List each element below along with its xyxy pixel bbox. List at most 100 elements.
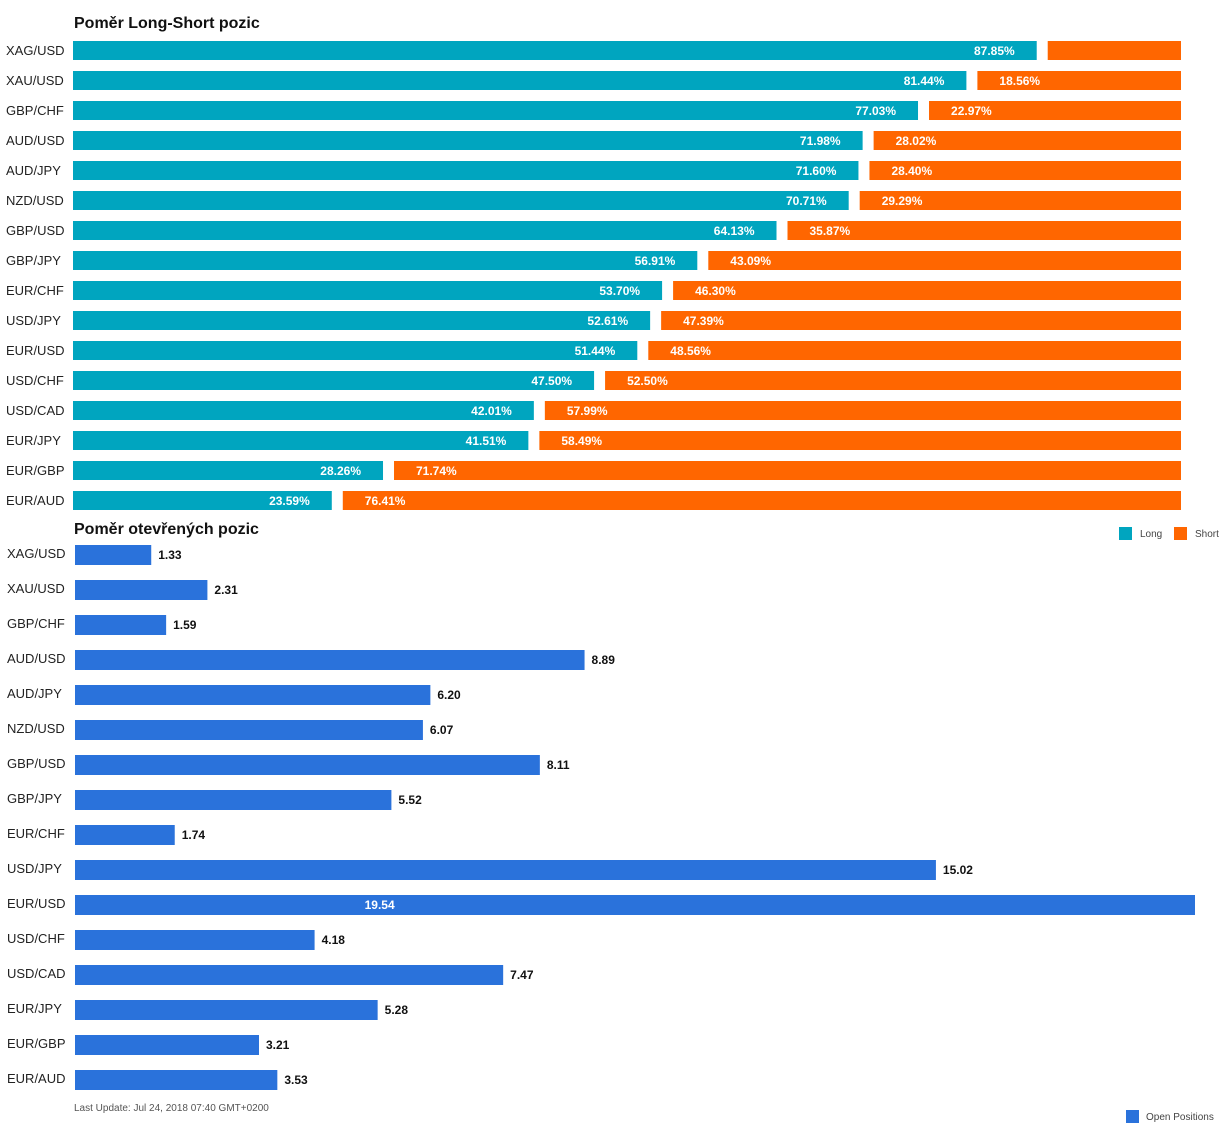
open-positions-bar bbox=[75, 1070, 278, 1090]
short-bar bbox=[708, 251, 1181, 270]
long-bar bbox=[73, 191, 849, 210]
long-short-category-label: EUR/GBP bbox=[6, 463, 65, 478]
open-positions-category-label: EUR/JPY bbox=[7, 1001, 62, 1016]
open-positions-value-label: 2.31 bbox=[214, 583, 238, 597]
long-bar bbox=[73, 101, 919, 120]
open-positions-bar bbox=[75, 790, 392, 810]
long-value-label: 71.60% bbox=[796, 164, 837, 178]
open-positions-value-label: 8.89 bbox=[592, 653, 616, 667]
open-positions-category-label: USD/JPY bbox=[7, 861, 62, 876]
short-value-label: 47.39% bbox=[683, 314, 724, 328]
open-positions-category-label: GBP/JPY bbox=[7, 791, 62, 806]
long-bar bbox=[73, 311, 651, 330]
legend-swatch-short bbox=[1174, 527, 1187, 540]
open-positions-bar bbox=[75, 755, 540, 775]
open-positions-bar bbox=[75, 685, 431, 705]
open-positions-value-label: 15.02 bbox=[943, 863, 973, 877]
long-value-label: 41.51% bbox=[466, 434, 507, 448]
long-short-chart-title: Poměr Long-Short pozic bbox=[74, 15, 260, 32]
long-bar bbox=[73, 41, 1037, 60]
short-bar bbox=[929, 101, 1181, 120]
long-short-category-label: EUR/CHF bbox=[6, 283, 64, 298]
long-bar bbox=[73, 341, 638, 360]
short-value-label: 18.56% bbox=[999, 74, 1040, 88]
long-short-category-label: USD/JPY bbox=[6, 313, 61, 328]
long-short-category-label: USD/CAD bbox=[6, 403, 65, 418]
open-positions-category-label: EUR/GBP bbox=[7, 1036, 66, 1051]
open-positions-bar bbox=[75, 1035, 259, 1055]
long-bar bbox=[73, 251, 698, 270]
long-short-category-label: GBP/CHF bbox=[6, 103, 64, 118]
open-positions-category-label: EUR/AUD bbox=[7, 1071, 66, 1086]
open-positions-category-label: GBP/USD bbox=[7, 756, 66, 771]
open-positions-category-label: EUR/USD bbox=[7, 896, 66, 911]
long-value-label: 42.01% bbox=[471, 404, 512, 418]
short-bar bbox=[394, 461, 1181, 480]
open-positions-category-label: XAU/USD bbox=[7, 581, 65, 596]
short-bar bbox=[605, 371, 1181, 390]
long-bar bbox=[73, 131, 863, 150]
short-value-label: 52.50% bbox=[627, 374, 668, 388]
short-bar bbox=[787, 221, 1181, 240]
short-value-label: 76.41% bbox=[365, 494, 406, 508]
long-bar bbox=[73, 431, 529, 450]
open-positions-value-label: 3.21 bbox=[266, 1038, 290, 1052]
open-positions-bar bbox=[75, 860, 936, 880]
open-positions-bar bbox=[75, 720, 423, 740]
open-positions-value-label: 7.47 bbox=[510, 968, 534, 982]
open-positions-category-label: AUD/JPY bbox=[7, 686, 62, 701]
open-positions-value-label: 1.33 bbox=[158, 548, 182, 562]
open-positions-category-label: XAG/USD bbox=[7, 546, 66, 561]
short-value-label: 28.40% bbox=[891, 164, 932, 178]
long-short-category-label: AUD/USD bbox=[6, 133, 65, 148]
open-positions-value-label: 1.74 bbox=[182, 828, 206, 842]
open-positions-category-label: NZD/USD bbox=[7, 721, 65, 736]
open-positions-value-label: 5.28 bbox=[385, 1003, 409, 1017]
long-short-chart: XAG/USD 87.85% XAU/USD 81.44% 18.56% GBP/CHF 7… bbox=[6, 41, 1181, 510]
long-bar bbox=[73, 161, 859, 180]
short-value-label: 57.99% bbox=[567, 404, 608, 418]
short-bar bbox=[539, 431, 1181, 450]
long-bar bbox=[73, 221, 777, 240]
short-value-label: 58.49% bbox=[561, 434, 602, 448]
short-bar bbox=[869, 161, 1181, 180]
open-positions-value-label: 19.54 bbox=[365, 898, 395, 912]
open-positions-value-label: 6.20 bbox=[437, 688, 461, 702]
long-value-label: 51.44% bbox=[575, 344, 616, 358]
short-bar bbox=[977, 71, 1181, 90]
open-positions-bar bbox=[75, 1000, 378, 1020]
short-bar bbox=[342, 491, 1181, 510]
long-value-label: 56.91% bbox=[635, 254, 676, 268]
open-positions-chart-title: Poměr otevřených pozic bbox=[74, 521, 259, 538]
short-value-label: 46.30% bbox=[695, 284, 736, 298]
short-value-label: 71.74% bbox=[416, 464, 457, 478]
open-positions-bar bbox=[75, 545, 152, 565]
long-value-label: 64.13% bbox=[714, 224, 755, 238]
open-positions-value-label: 6.07 bbox=[430, 723, 454, 737]
open-positions-category-label: USD/CHF bbox=[7, 931, 65, 946]
long-bar bbox=[73, 461, 384, 480]
legend-swatch-long bbox=[1119, 527, 1132, 540]
long-bar bbox=[73, 371, 595, 390]
long-short-category-label: XAU/USD bbox=[6, 73, 64, 88]
long-value-label: 70.71% bbox=[786, 194, 827, 208]
legend-label-open-positions: Open Positions bbox=[1146, 1112, 1214, 1123]
open-positions-category-label: USD/CAD bbox=[7, 966, 66, 981]
long-value-label: 28.26% bbox=[320, 464, 361, 478]
short-bar bbox=[859, 191, 1181, 210]
short-bar bbox=[544, 401, 1181, 420]
short-bar bbox=[1047, 41, 1181, 60]
open-positions-category-label: GBP/CHF bbox=[7, 616, 65, 631]
short-bar bbox=[873, 131, 1181, 150]
long-value-label: 81.44% bbox=[904, 74, 945, 88]
open-positions-legend: Open Positions bbox=[1126, 1110, 1214, 1123]
short-bar bbox=[673, 281, 1181, 300]
long-short-category-label: XAG/USD bbox=[6, 43, 65, 58]
long-short-category-label: AUD/JPY bbox=[6, 163, 61, 178]
open-positions-bar bbox=[75, 615, 167, 635]
long-short-category-label: EUR/AUD bbox=[6, 493, 65, 508]
short-bar bbox=[648, 341, 1181, 360]
long-value-label: 52.61% bbox=[587, 314, 628, 328]
long-bar bbox=[73, 491, 332, 510]
